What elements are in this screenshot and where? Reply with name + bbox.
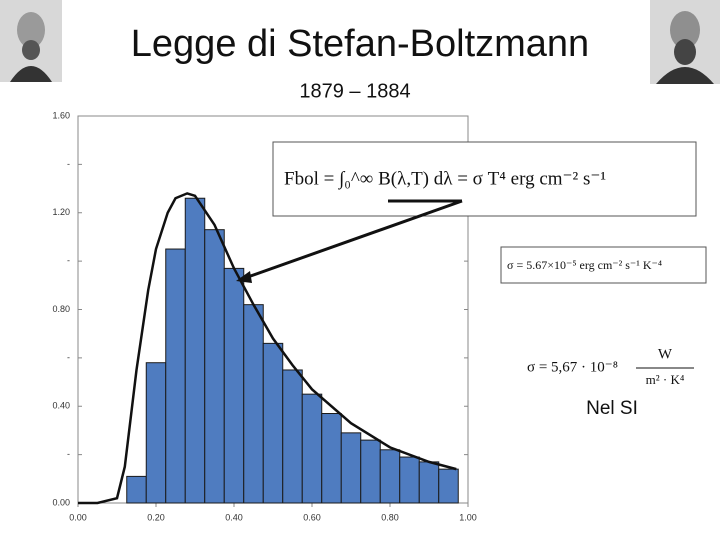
bar [340,432,362,504]
curve [78,192,457,505]
y-tick-label: - [67,256,70,266]
bar [262,342,284,504]
x-tick-label: 0.40 [225,512,243,522]
portrait-left [0,0,62,82]
portrait-right [650,0,720,84]
slide-title: Legge di Stefan-Boltzmann [131,23,589,65]
slide-subtitle: 1879 – 1884 [299,80,410,102]
arrow-line [244,199,463,280]
formula-box [272,141,697,217]
bar [438,468,459,504]
formula-si-num: W [658,346,673,362]
x-tick-label: 0.20 [147,512,165,522]
bar [399,456,420,504]
formula-cgs: σ = 5.67×10⁻⁵ erg cm⁻² s⁻¹ K⁻⁴ [507,258,662,272]
x-tick-label: 0.80 [381,512,399,522]
formula-main: Fbol = ∫₀^∞ B(λ,T) dλ = σ T⁴ erg cm⁻² s⁻… [284,168,606,190]
y-tick-label: - [67,352,70,362]
y-tick-label: - [67,159,70,169]
bar [301,393,323,504]
y-tick-label: 1.20 [52,207,70,217]
y-tick-label: 1.60 [52,110,70,120]
formula-si-den: m² · K⁴ [646,372,685,387]
y-tick-label: 0.00 [52,497,70,507]
arrow-head [236,271,252,283]
bar [223,267,245,504]
y-tick-label: 0.80 [52,304,70,314]
bar [165,248,186,504]
bar [360,439,381,504]
x-tick-label: 1.00 [459,512,477,522]
si-caption: Nel SI [586,398,638,419]
bar [184,197,206,504]
bar [204,229,225,504]
bar [418,461,440,504]
x-tick-label: 0.00 [69,512,87,522]
x-tick-label: 0.60 [303,512,321,522]
bar [282,369,303,504]
y-tick-label: - [67,449,70,459]
bar [126,475,147,504]
y-tick-label: 0.40 [52,401,70,411]
formula-si: σ = 5,67 · 10⁻⁸ [527,359,618,375]
bar [145,362,167,504]
formula-cgs-box [500,246,707,284]
bar [379,449,401,504]
bar [243,304,264,504]
bar [321,413,342,504]
